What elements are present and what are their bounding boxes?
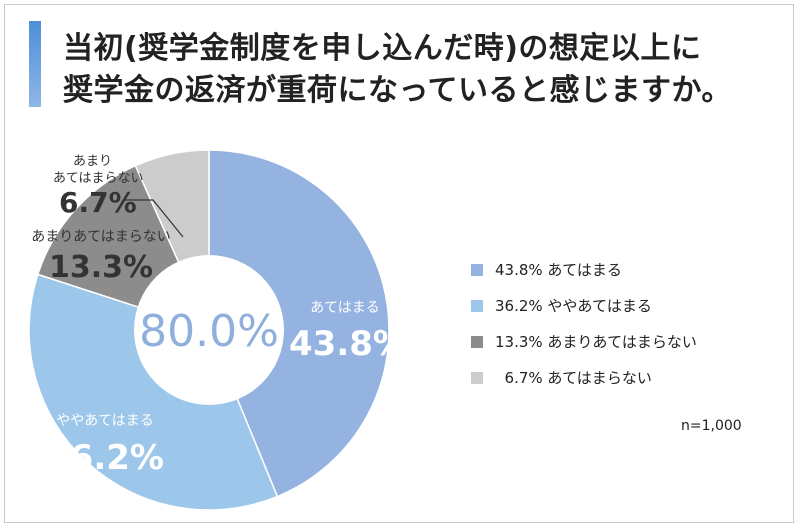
sample-size-note: n=1,000: [681, 418, 742, 434]
chart-title-line-1: 当初(奨学金制度を申し込んだ時)の想定以上に: [63, 31, 702, 66]
chart-title-line-2: 奨学金の返済が重荷になっていると感じますか。: [63, 73, 732, 108]
legend-swatch-3: [471, 336, 483, 348]
slice-category-label-3: あまりあてはまらない: [31, 229, 170, 245]
legend-swatch-2: [471, 300, 483, 312]
slice-value-label-3: 13.3%: [49, 250, 153, 285]
slice-4-leader-line: [123, 199, 184, 238]
legend-label-4: 6.7% あてはまらない: [495, 369, 652, 387]
legend-label-2: 36.2% ややあてはまる: [495, 297, 652, 315]
legend-label-1: 43.8% あてはまる: [495, 261, 622, 279]
center-total-label: 80.0%: [139, 306, 279, 357]
donut-slice-2: [28, 273, 279, 511]
slice-value-label-2: 36.2%: [46, 438, 164, 478]
chart-frame: 当初(奨学金制度を申し込んだ時)の想定以上に 奨学金の返済が重荷になっていると感…: [4, 4, 794, 523]
slice-category-label-4-line-1: あまり: [73, 154, 112, 169]
slice-category-label-4-line-2: あてはまらない: [53, 171, 143, 186]
title-accent-bar: [29, 21, 41, 107]
donut-chart: 80.0% あてはまる43.8%ややあてはまる36.2%あまりあてはまらない13…: [28, 149, 407, 511]
legend-swatch-4: [471, 372, 483, 384]
slice-category-label-2: ややあてはまる: [56, 413, 153, 429]
slice-value-label-4: 6.7%: [59, 186, 137, 219]
slice-category-label-1: あてはまる: [310, 300, 379, 316]
legend-label-3: 13.3% あまりあてはまらない: [495, 333, 697, 351]
donut-hole: [134, 255, 284, 405]
donut-slice-1: [208, 149, 390, 498]
slice-value-label-1: 43.8%: [289, 324, 407, 364]
legend-swatch-1: [471, 264, 483, 276]
